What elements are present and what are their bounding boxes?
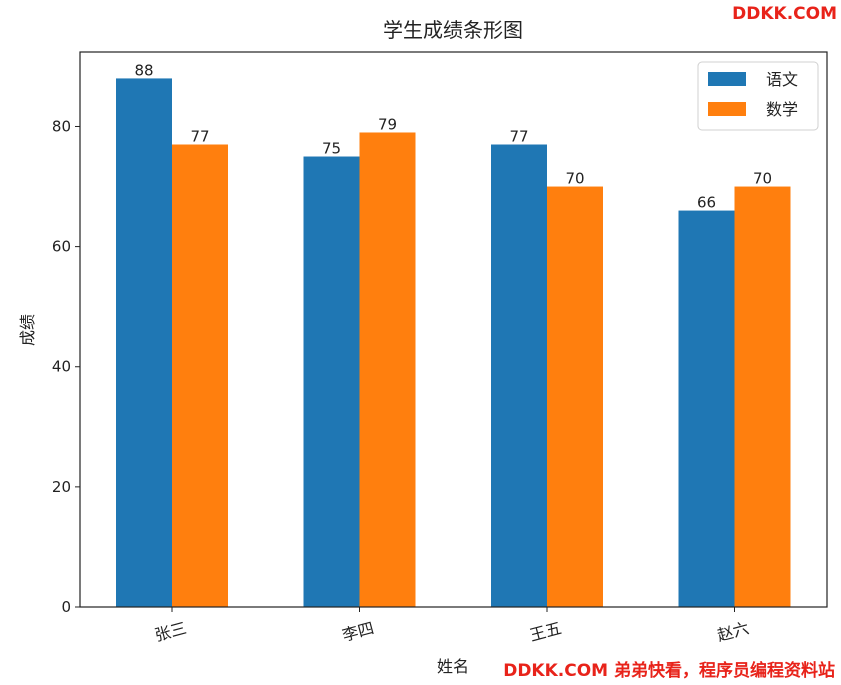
bar-series2-2 — [547, 186, 603, 607]
data-label-series1-2: 77 — [509, 128, 528, 146]
data-label-series1-0: 88 — [134, 61, 153, 79]
x-tick-label-2: 王五 — [528, 618, 564, 645]
data-label-series2-3: 70 — [753, 170, 772, 188]
bar-series2-3 — [734, 186, 791, 607]
plot-frame — [79, 51, 828, 608]
y-tick-label-2: 40 — [52, 358, 71, 376]
bar-series2-0 — [172, 144, 228, 607]
x-tick-label-1: 李四 — [340, 618, 376, 645]
x-tick-label-0: 张三 — [153, 618, 189, 645]
watermark-top: DDKK.COM — [732, 4, 837, 24]
data-label-series2-1: 79 — [378, 115, 397, 133]
y-tick-label-3: 60 — [52, 238, 71, 256]
watermark-bottom: DDKK.COM 弟弟快看，程序员编程资料站 — [503, 661, 835, 681]
legend-swatch-2 — [708, 102, 746, 116]
data-label-series2-2: 70 — [565, 170, 584, 188]
bar-series2-1 — [359, 132, 416, 608]
x-tick-label-3: 赵六 — [715, 618, 751, 645]
y-tick-label-0: 0 — [61, 598, 71, 616]
legend-label-2: 数学 — [766, 100, 798, 119]
bar-series1-2 — [491, 144, 547, 607]
chart-title: 学生成绩条形图 — [383, 18, 523, 42]
bar-series1-3 — [678, 210, 735, 608]
y-axis-label: 成绩 — [18, 314, 37, 346]
plot-area: 88 77 张三 75 79 李四 77 70 王五 66 70 赵六 0 20 40 60 80 — [52, 51, 828, 645]
legend-label-1: 语文 — [766, 70, 798, 89]
data-label-series1-3: 66 — [697, 194, 716, 212]
data-label-series1-1: 75 — [322, 140, 341, 158]
bar-series1-0 — [116, 78, 172, 607]
y-tick-label-4: 80 — [52, 117, 71, 135]
legend-swatch-1 — [708, 72, 746, 86]
bar-series1-1 — [303, 156, 360, 607]
data-label-series2-0: 77 — [190, 128, 209, 146]
y-tick-label-1: 20 — [52, 478, 71, 496]
x-axis-label: 姓名 — [437, 657, 469, 676]
